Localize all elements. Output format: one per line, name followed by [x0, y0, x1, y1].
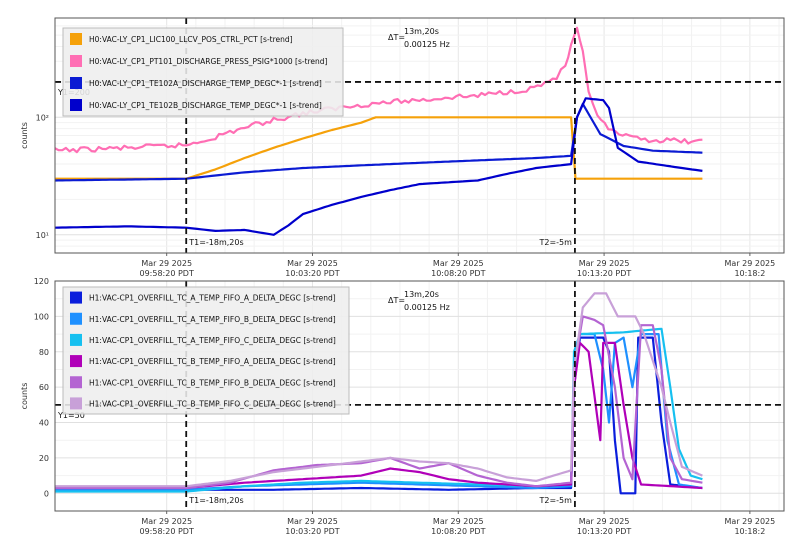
cursor-t2-label: T2=-5m	[538, 238, 572, 247]
series-line-3	[55, 97, 703, 236]
x-tick-date: Mar 29 2025	[579, 517, 630, 526]
legend-entry: H1:VAC-CP1_OVERFILL_TC_A_TEMP_FIFO_B_DEL…	[89, 315, 336, 324]
delta-t-value: 13m,20s	[404, 27, 439, 36]
x-tick-time: 10:13:20 PDT	[577, 527, 631, 536]
x-tick-date: Mar 29 2025	[433, 259, 484, 268]
series-group	[55, 292, 703, 495]
legend-swatch	[70, 291, 82, 304]
x-tick-date: Mar 29 2025	[141, 517, 192, 526]
legend-box	[62, 286, 350, 415]
delta-t-value: 13m,20s	[404, 290, 439, 299]
x-tick-time: 10:13:20 PDT	[577, 269, 631, 278]
y-axis-label: counts	[20, 383, 29, 410]
y-tick-label: 60	[39, 383, 49, 392]
legend-swatch	[70, 355, 82, 368]
plot-frame	[54, 280, 785, 512]
legend: H1:VAC-CP1_OVERFILL_TC_A_TEMP_FIFO_A_DEL…	[62, 286, 350, 415]
delta-t-freq: 0.00125 Hz	[404, 40, 450, 49]
legend-entry: H1:VAC-CP1_OVERFILL_TC_A_TEMP_FIFO_C_DEL…	[89, 336, 336, 345]
legend-entry: H1:VAC-CP1_OVERFILL_TC_B_TEMP_FIFO_A_DEL…	[89, 357, 336, 366]
legend-swatch	[70, 99, 82, 111]
cursor-y1-label: Y1=50	[57, 411, 85, 420]
x-tick-time: 09:58:20 PDT	[140, 269, 194, 278]
delta-t-label: ΔT=	[388, 296, 405, 305]
cursor-t1-label: T1=-18m,20s	[188, 238, 243, 247]
delta-t-freq: 0.00125 Hz	[404, 303, 450, 312]
y-tick-label: 120	[34, 277, 49, 286]
x-tick-date: Mar 29 2025	[579, 259, 630, 268]
legend-swatch	[70, 312, 82, 325]
y-tick-label: 10²	[36, 113, 49, 122]
legend-entry: H1:VAC-CP1_OVERFILL_TC_A_TEMP_FIFO_A_DEL…	[89, 294, 336, 303]
x-tick-date: Mar 29 2025	[287, 517, 338, 526]
legend-swatch	[70, 33, 82, 45]
series-line-5	[55, 292, 703, 488]
y-tick-label: 10¹	[36, 231, 49, 240]
legend-entry: H0:VAC-LY_CP1_LIC100_LLCV_POS_CTRL_PCT […	[89, 35, 293, 44]
x-tick-time: 10:18:2	[734, 269, 765, 278]
x-tick-time: 10:03:20 PDT	[285, 527, 339, 536]
legend-swatch	[70, 397, 82, 410]
x-tick-date: Mar 29 2025	[433, 517, 484, 526]
delta-t-label: ΔT=	[388, 33, 405, 42]
series-group	[55, 26, 703, 236]
plot-frame	[54, 17, 785, 254]
series-line-2	[55, 102, 703, 182]
cursor-t2-label: T2=-5m	[538, 496, 572, 505]
legend-entry: H0:VAC-LY_CP1_TE102B_DISCHARGE_TEMP_DEGC…	[89, 101, 322, 110]
legend-swatch	[70, 333, 82, 346]
x-tick-time: 10:03:20 PDT	[285, 269, 339, 278]
y-tick-label: 80	[39, 348, 49, 357]
x-tick-date: Mar 29 2025	[141, 259, 192, 268]
series-line-2	[55, 327, 703, 493]
legend-swatch	[70, 77, 82, 89]
legend-entry: H1:VAC-CP1_OVERFILL_TC_B_TEMP_FIFO_C_DEL…	[89, 399, 336, 408]
x-tick-time: 10:18:2	[734, 527, 765, 536]
legend-entry: H0:VAC-LY_CP1_TE102A_DISCHARGE_TEMP_DEGC…	[89, 79, 322, 88]
legend-entry: H1:VAC-CP1_OVERFILL_TC_B_TEMP_FIFO_B_DEL…	[89, 378, 336, 387]
x-tick-time: 10:08:20 PDT	[431, 269, 485, 278]
series-line-1	[55, 26, 703, 154]
legend-entry: H0:VAC-LY_CP1_PT101_DISCHARGE_PRESS_PSIG…	[89, 57, 328, 66]
y-tick-label: 0	[44, 489, 49, 498]
y-tick-label: 40	[39, 419, 49, 428]
legend-box	[62, 27, 344, 117]
x-tick-date: Mar 29 2025	[287, 259, 338, 268]
x-tick-date: Mar 29 2025	[725, 259, 776, 268]
legend-swatch	[70, 55, 82, 67]
legend: H0:VAC-LY_CP1_LIC100_LLCV_POS_CTRL_PCT […	[62, 27, 344, 117]
cursor-t1-label: T1=-18m,20s	[188, 496, 243, 505]
x-tick-date: Mar 29 2025	[725, 517, 776, 526]
legend-swatch	[70, 376, 82, 389]
y-tick-label: 20	[39, 454, 49, 463]
x-tick-time: 09:58:20 PDT	[140, 527, 194, 536]
y-axis-label: counts	[20, 122, 29, 149]
y-tick-label: 100	[34, 312, 49, 321]
x-tick-time: 10:08:20 PDT	[431, 527, 485, 536]
